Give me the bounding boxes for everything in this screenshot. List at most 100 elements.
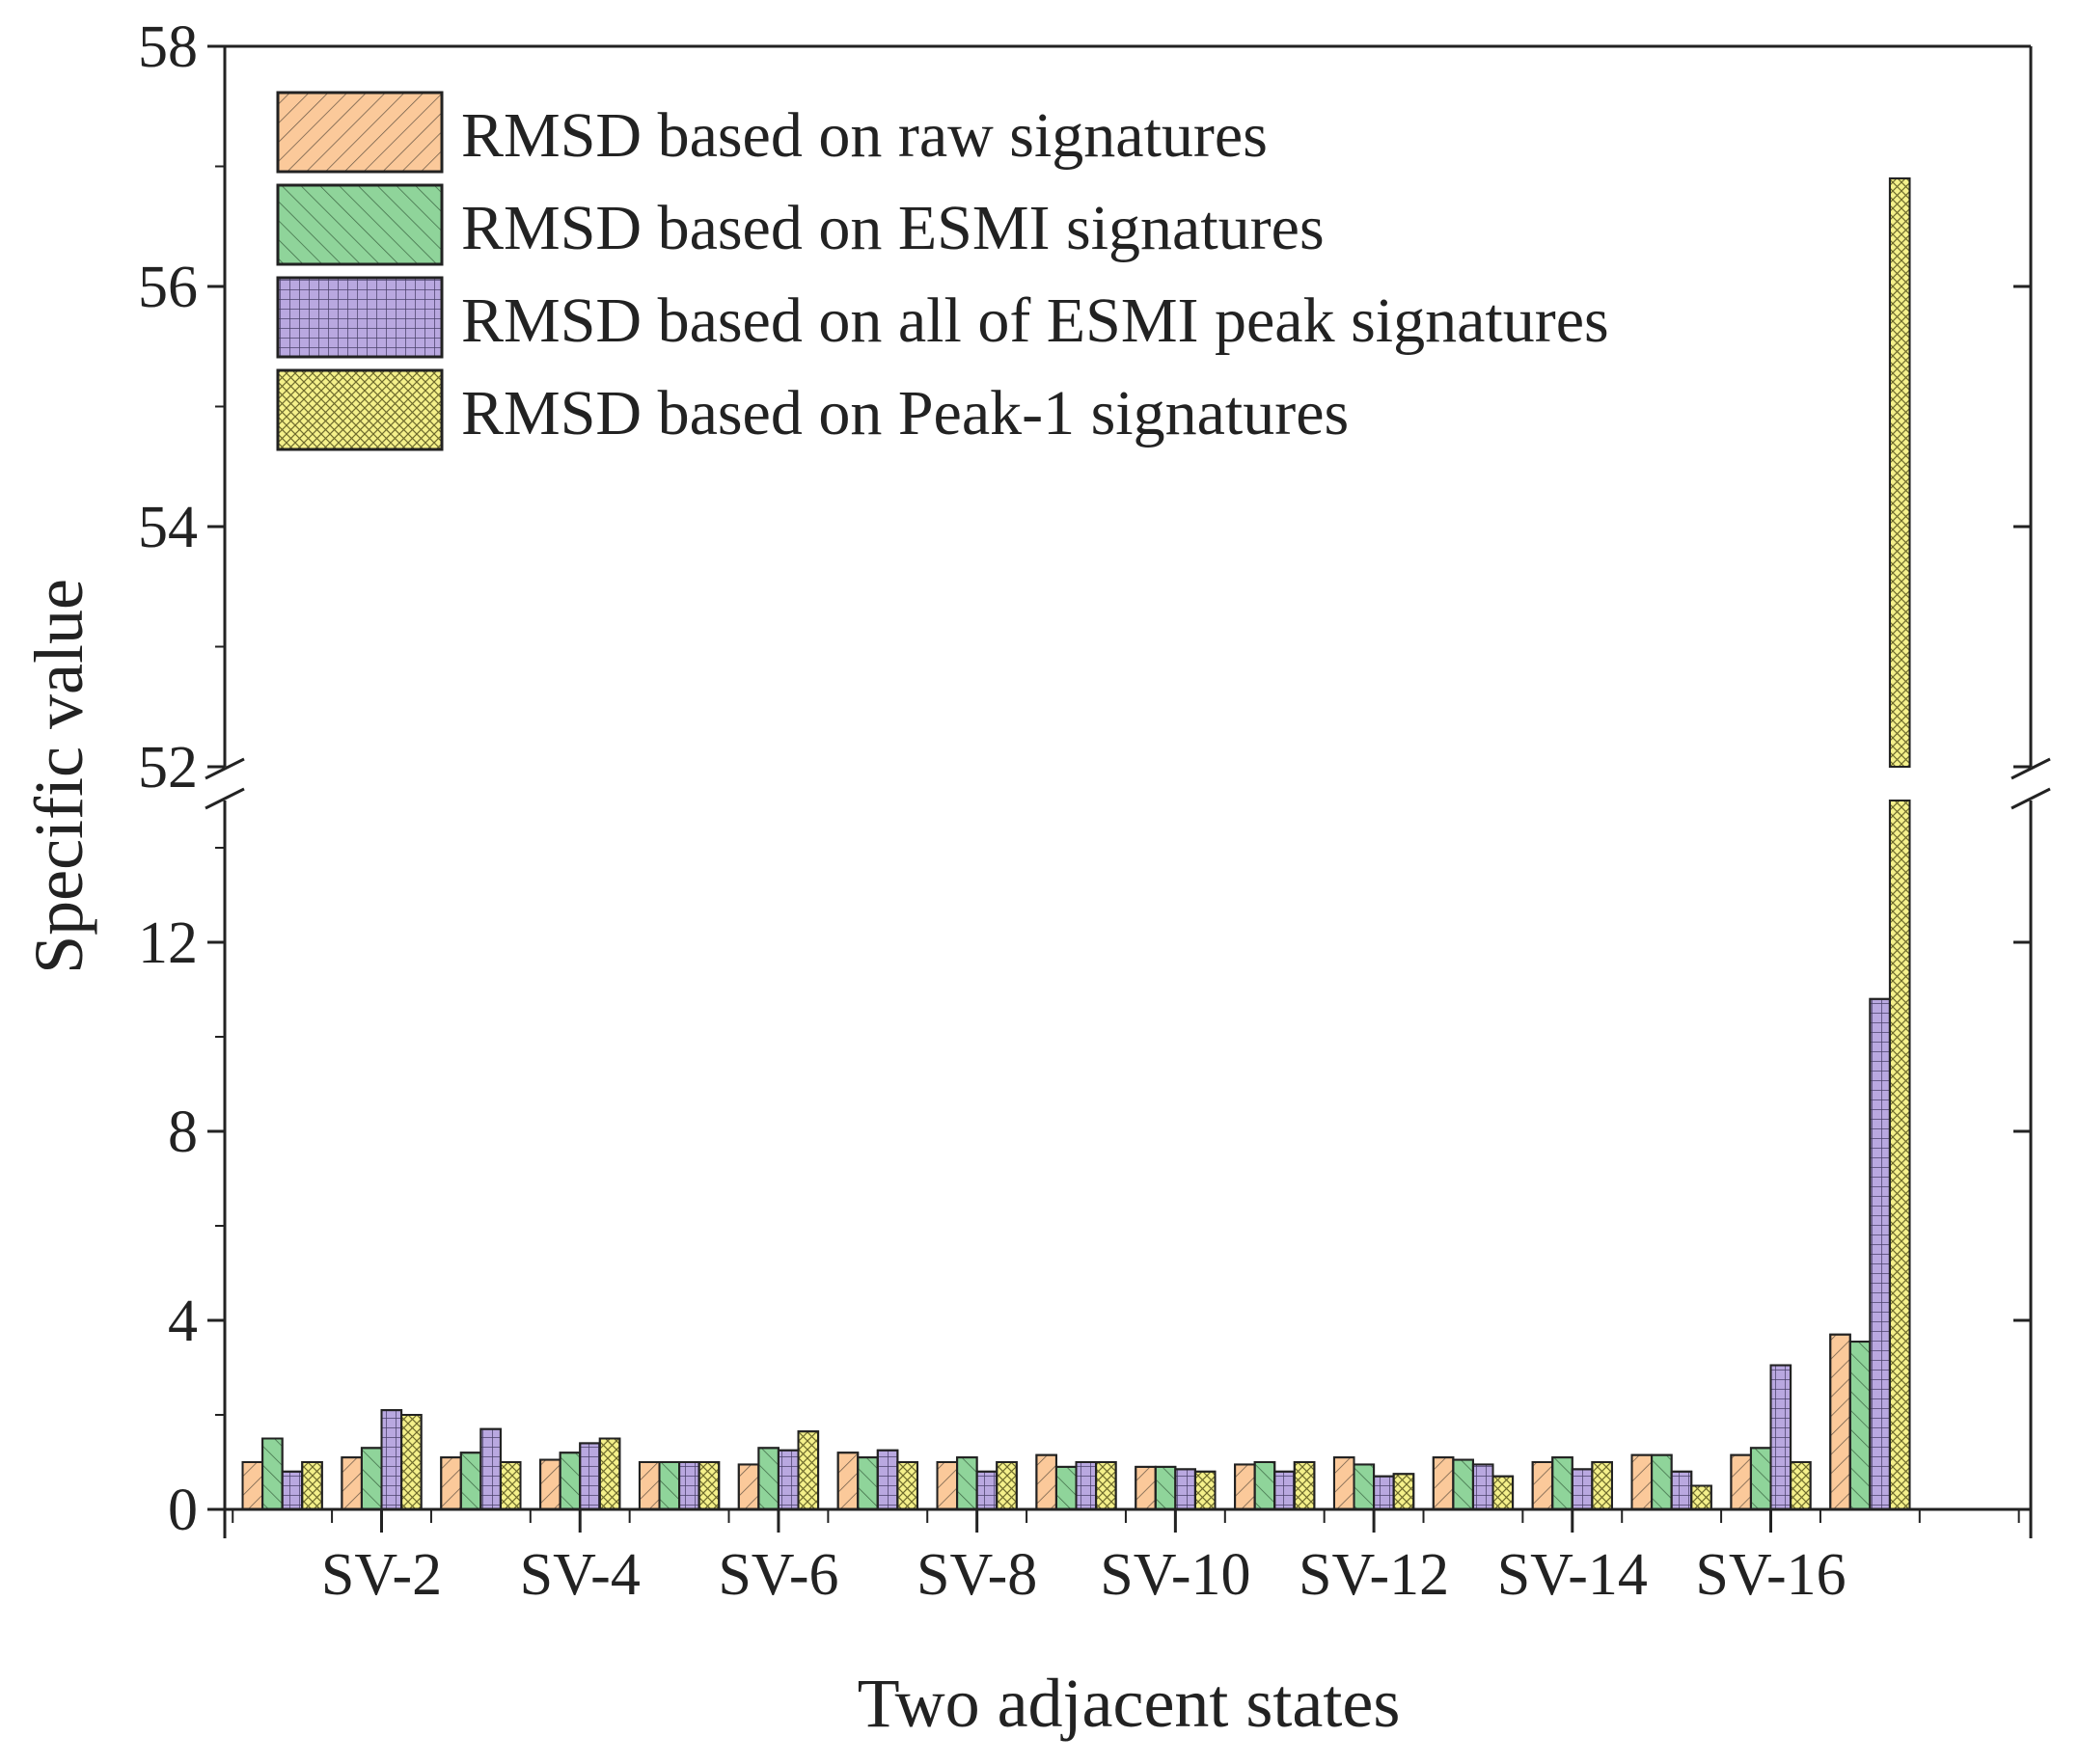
bar-grid-SV-14-hatch [1571,1468,1594,1510]
bar-crosshatch-SV-11-hatch [1293,1461,1316,1510]
y-tick-label: 4 [168,1289,198,1354]
bar-diag-left-SV-10-hatch [1154,1465,1177,1511]
bar-diag-left-SV-5-hatch [658,1461,681,1510]
bar-diag-left-SV-7-hatch [857,1456,879,1510]
bar-crosshatch-SV-14-hatch [1591,1461,1613,1510]
bar-grid-SV-3-hatch [479,1427,502,1510]
bar-diag-left-SV-17-hatch [1848,1341,1872,1511]
x-tick-label: SV-8 [916,1542,1037,1608]
bar-grid-SV-9-hatch [1075,1461,1098,1510]
bar-diag-left-SV-11-hatch [1253,1461,1276,1510]
bar-grid-SV-7-hatch [876,1449,899,1510]
bar-grid-SV-8-hatch [975,1470,998,1511]
bar-diag-left-SV-14-hatch [1551,1456,1573,1510]
bar-crosshatch-SV-3-hatch [499,1461,522,1510]
bar-grid-SV-13-hatch [1471,1463,1494,1510]
y-tick-label: 8 [168,1099,198,1165]
bar-crosshatch-SV-15-hatch [1690,1484,1712,1510]
bar-diag-left-SV-3-hatch [459,1452,482,1510]
bar-diag-right-SV-13-hatch [1432,1456,1455,1510]
bar-crosshatch-SV-5-hatch [698,1461,721,1510]
legend-label: RMSD based on all of ESMI peak signature… [461,285,1609,356]
bar-diag-left-SV-15-hatch [1651,1453,1673,1511]
bar-diag-right-SV-9-hatch [1035,1453,1057,1511]
bar-diag-left-SV-2-hatch [360,1447,383,1511]
axis-break-mark-left [205,787,245,810]
bar-crosshatch-SV-12-hatch [1392,1473,1415,1510]
bar-crosshatch-SV-9-hatch [1095,1461,1117,1510]
bar-diag-left-SV-13-hatch [1452,1458,1474,1511]
bar-grid-SV-15-hatch [1670,1470,1693,1511]
bar-grid-SV-12-hatch [1373,1475,1395,1510]
axis-break-mark-right [2011,787,2051,810]
legend-label: RMSD based on ESMI signatures [461,193,1325,263]
bar-crosshatch-SV-7-hatch [896,1461,918,1510]
bar-diag-left-SV-9-hatch [1054,1465,1078,1511]
y-axis-title: Specific value [20,579,97,974]
bar-grid-SV-16-hatch [1769,1364,1792,1511]
bar-diag-right-SV-1-hatch [241,1461,264,1510]
bar-crosshatch-SV-16-hatch [1790,1461,1812,1510]
x-tick-label: SV-16 [1695,1542,1846,1608]
bar-diag-left-SV-8-hatch [956,1456,978,1510]
legend-swatch-hatch [276,368,444,451]
bar-grid-SV-11-hatch [1273,1470,1296,1511]
bar-crosshatch-SV-13-hatch [1491,1475,1515,1510]
legend-swatch-hatch [276,91,444,174]
y-tick-label: 12 [138,910,198,976]
bar-grid-SV-17-hatch [1869,997,1891,1511]
x-tick-label: SV-4 [520,1542,641,1608]
bar-diag-right-SV-8-hatch [936,1461,959,1510]
x-axis-title: Two adjacent states [858,1665,1401,1742]
y-tick-label: 58 [138,14,198,80]
legend-label: RMSD based on Peak-1 signatures [461,378,1349,448]
axes: 0 4 8 12 52 54 56 58 SV-2 SV-4 SV-6 SV-8 SV-10 SV-12 S… [138,14,2051,1608]
bar-crosshatch-SV-2-hatch [400,1414,423,1510]
bar-diag-left-SV-12-hatch [1353,1463,1376,1510]
bar-diag-right-SV-5-hatch [638,1461,661,1510]
x-tick-label: SV-12 [1299,1542,1449,1608]
y-tick-label: 0 [168,1478,198,1543]
bar-diag-right-SV-17-hatch [1829,1333,1851,1510]
bar-diag-right-SV-10-hatch [1135,1465,1157,1511]
x-tick-label: SV-14 [1497,1542,1648,1608]
bar-grid-SV-6-hatch [777,1449,800,1510]
bar-grid-SV-10-hatch [1174,1468,1196,1510]
bar-diag-right-SV-7-hatch [836,1452,860,1510]
bar-diag-right-SV-12-hatch [1332,1456,1355,1510]
legend-label: RMSD based on raw signatures [461,100,1268,171]
axis-break-mark-right [2011,757,2051,780]
bar-diag-right-SV-15-hatch [1630,1453,1654,1511]
bar-grid-SV-1-hatch [281,1470,304,1511]
legend-swatch-hatch [276,183,444,266]
y-tick-label: 52 [138,735,198,801]
bar-diag-right-SV-3-hatch [440,1456,462,1510]
bar-diag-right-SV-16-hatch [1730,1453,1752,1511]
bar-crosshatch-SV-6-hatch [797,1430,820,1511]
x-tick-label: SV-2 [321,1542,442,1608]
bar-diag-right-SV-14-hatch [1531,1461,1554,1510]
y-tick-label: 56 [138,255,198,320]
bar-crosshatch-SV-17-hatch [1888,800,1911,1510]
bar-diag-right-SV-4-hatch [539,1458,561,1511]
bar-crosshatch-SV-17-upper-hatch [1888,176,1911,768]
x-tick-label: SV-10 [1100,1542,1250,1608]
axis-break-mark-left [205,757,245,780]
bar-grid-SV-4-hatch [579,1442,601,1511]
bar-crosshatch-SV-10-hatch [1193,1470,1217,1511]
bar-crosshatch-SV-1-hatch [301,1461,323,1510]
bar-diag-right-SV-2-hatch [341,1456,363,1510]
y-tick-label: 54 [138,495,198,560]
legend: RMSD based on raw signatures RMSD based o… [276,91,1609,451]
bar-diag-right-SV-6-hatch [737,1463,760,1510]
bar-crosshatch-SV-8-hatch [996,1461,1018,1510]
legend-swatch-hatch [276,276,444,359]
bar-diag-left-SV-6-hatch [757,1447,780,1511]
bar-diag-left-SV-4-hatch [559,1452,582,1510]
bar-crosshatch-SV-4-hatch [598,1437,621,1510]
bar-grid-SV-2-hatch [380,1409,403,1510]
bar-diag-right-SV-11-hatch [1234,1463,1256,1510]
bar-diag-left-SV-1-hatch [261,1437,284,1510]
bar-grid-SV-5-hatch [678,1461,700,1510]
